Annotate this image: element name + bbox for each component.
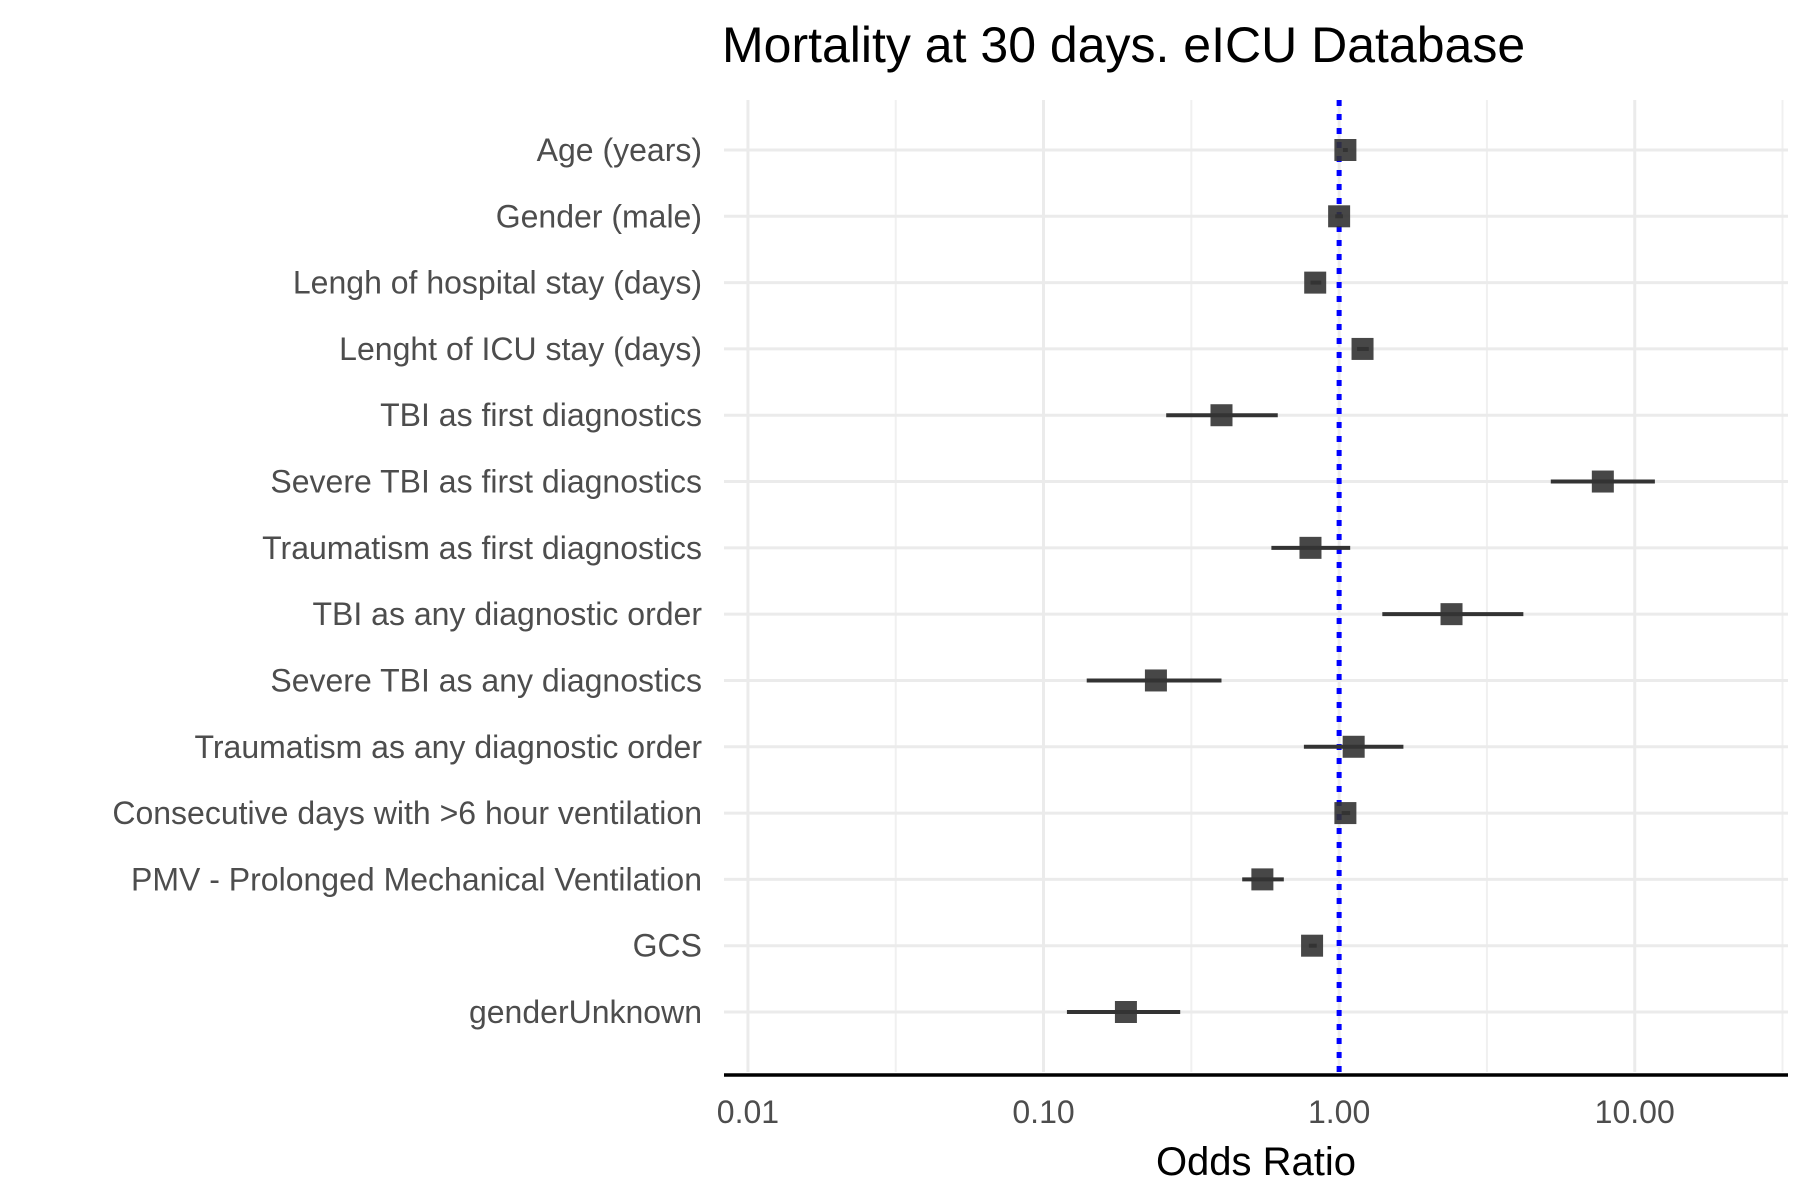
y-tick-label: Traumatism as any diagnostic order xyxy=(195,729,703,765)
y-tick-label: Gender (male) xyxy=(496,198,702,234)
y-axis-labels: Age (years) Gender (male) Lengh of hospita… xyxy=(112,132,702,1030)
estimate-point xyxy=(1351,337,1374,360)
estimate-point xyxy=(1440,603,1463,626)
y-tick-label: TBI as first diagnostics xyxy=(380,397,702,433)
estimate-point xyxy=(1342,735,1365,758)
estimate-point xyxy=(1328,205,1351,228)
x-axis-tick-labels: 0.01 0.10 1.00 10.00 xyxy=(717,1094,1675,1130)
y-tick-label: Age (years) xyxy=(537,132,702,168)
y-tick-label: Lengh of hospital stay (days) xyxy=(293,265,702,301)
estimate-point xyxy=(1114,1001,1137,1023)
y-tick-label: Lenght of ICU stay (days) xyxy=(339,331,702,367)
y-tick-label: TBI as any diagnostic order xyxy=(312,596,702,632)
estimate-point xyxy=(1210,404,1233,427)
grid-lines xyxy=(724,100,1788,1072)
x-tick-label: 0.01 xyxy=(717,1094,779,1130)
chart-title: Mortality at 30 days. eICU Database xyxy=(722,17,1525,73)
x-tick-label: 0.10 xyxy=(1012,1094,1074,1130)
y-tick-label: Severe TBI as first diagnostics xyxy=(270,464,702,500)
y-tick-label: Severe TBI as any diagnostics xyxy=(270,662,702,698)
y-tick-label: GCS xyxy=(633,928,702,964)
estimate-point xyxy=(1301,934,1324,957)
estimate-point xyxy=(1591,470,1614,493)
y-tick-label: genderUnknown xyxy=(469,994,702,1030)
x-axis-title: Odds Ratio xyxy=(1156,1140,1356,1184)
estimate-point xyxy=(1334,139,1357,161)
estimate-point xyxy=(1299,536,1322,559)
estimate-point xyxy=(1334,802,1357,825)
x-tick-label: 10.00 xyxy=(1595,1094,1675,1130)
estimate-point xyxy=(1251,868,1274,891)
y-tick-label: Consecutive days with >6 hour ventilatio… xyxy=(112,795,702,831)
estimate-point xyxy=(1304,271,1327,294)
x-tick-label: 1.00 xyxy=(1308,1094,1370,1130)
estimate-point xyxy=(1144,669,1167,692)
y-tick-label: Traumatism as first diagnostics xyxy=(262,530,702,566)
estimate-marks xyxy=(1066,139,1655,1023)
y-tick-label: PMV - Prolonged Mechanical Ventilation xyxy=(131,861,702,897)
